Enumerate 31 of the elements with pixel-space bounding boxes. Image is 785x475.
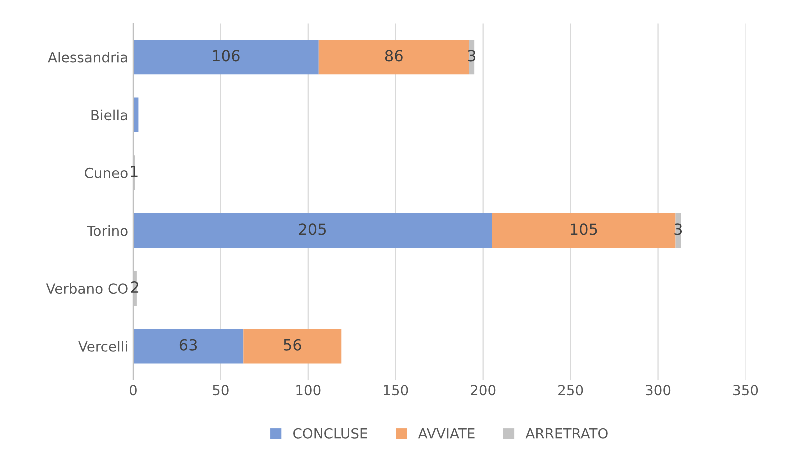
x-tick-label: 100	[296, 385, 321, 396]
legend-label: AVVIATE	[418, 428, 475, 439]
x-tick-label: 250	[558, 385, 584, 396]
data-label: 1	[131, 166, 138, 178]
bar	[133, 329, 244, 364]
y-tick-label: Biella	[92, 110, 128, 121]
legend-label: CONCLUSE	[294, 428, 368, 439]
x-tick-label: 150	[384, 385, 408, 396]
bar	[133, 213, 492, 248]
bar	[133, 40, 319, 75]
x-tick-label: 300	[646, 385, 671, 396]
data-label: 56	[284, 339, 302, 351]
bar	[244, 329, 342, 364]
legend-label: ARRETRATO	[526, 428, 608, 439]
bar	[318, 40, 470, 75]
x-tick-label: 200	[471, 385, 496, 396]
y-tick-label: Alessandria	[48, 52, 128, 63]
data-label: 105	[571, 224, 598, 236]
y-tick-label: Cuneo	[85, 168, 128, 178]
y-tick-label: Verbano CO	[46, 283, 128, 294]
data-label: 205	[299, 224, 326, 236]
data-label: 106	[213, 50, 240, 62]
data-label: 2	[131, 282, 139, 293]
x-tick-label: 350	[734, 385, 758, 396]
y-tick-label: Vercelli	[78, 341, 128, 352]
data-label: 86	[385, 50, 403, 62]
bar	[492, 213, 676, 248]
data-label: 63	[180, 339, 198, 351]
x-tick-label: 50	[213, 385, 229, 396]
x-tick-label: 0	[130, 385, 137, 396]
y-tick-label: Torino	[87, 226, 128, 236]
